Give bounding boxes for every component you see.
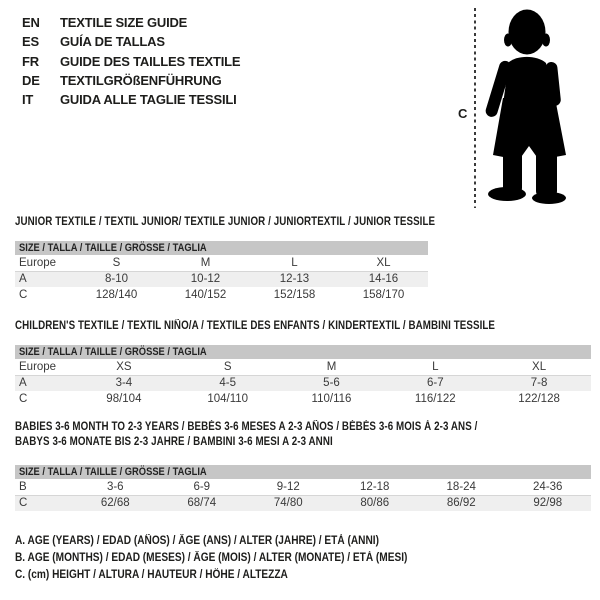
age-cell: 14-16 — [339, 271, 428, 287]
months-cell: 6-9 — [158, 479, 245, 496]
height-cell: 128/140 — [95, 289, 138, 301]
baby-silhouette-icon — [485, 9, 566, 204]
months-cell: 9-12 — [245, 479, 332, 496]
language-row: IT GUIDA ALLE TAGLIE TESSILI — [22, 90, 240, 109]
size-header-band: SIZE / TALLA / TAILLE / GRÖSSE / TAGLIA — [15, 345, 591, 359]
legend: A. AGE (YEARS) / EDAD (AÑOS) / ÂGE (ANS)… — [15, 533, 461, 585]
language-code: EN — [22, 15, 40, 30]
age-cell: 7-8 — [487, 375, 591, 391]
age-cell: 12-13 — [250, 271, 339, 287]
months-cell: 24-36 — [504, 479, 591, 496]
age-row: A 8-10 10-12 12-13 14-16 — [15, 271, 428, 287]
size-cell: XL — [339, 255, 428, 272]
height-cell: 158/170 — [362, 289, 405, 301]
babies-title-line2: BABYS 3-6 MONATE BIS 2-3 JAHRE / BAMBINI… — [15, 436, 333, 448]
size-header-row: SIZE / TALLA / TAILLE / GRÖSSE / TAGLIA — [15, 241, 428, 255]
height-row: C 98/104 104/110 110/116 116/122 122/128 — [15, 391, 591, 407]
language-list: EN TEXTILE SIZE GUIDE ES GUÍA DE TALLAS … — [22, 13, 241, 109]
babies-title-line1: BABIES 3-6 MONTH TO 2-3 YEARS / BEBÉS 3-… — [15, 421, 478, 433]
row-label: C — [19, 393, 28, 405]
row-label: C — [15, 495, 72, 511]
junior-table-title: JUNIOR TEXTILE / TEXTIL JUNIOR/ TEXTILE … — [15, 216, 436, 228]
height-cell: 122/128 — [518, 393, 560, 405]
height-cell: 62/68 — [72, 495, 159, 511]
size-cell: M — [161, 255, 250, 272]
size-header-text: SIZE / TALLA / TAILLE / GRÖSSE / TAGLIA — [19, 466, 207, 478]
size-header-band: SIZE / TALLA / TAILLE / GRÖSSE / TAGLIA — [15, 241, 428, 255]
height-cell: 92/98 — [504, 495, 591, 511]
language-title: GUIDA ALLE TAGLIE TESSILI — [60, 92, 237, 108]
size-header-row: SIZE / TALLA / TAILLE / GRÖSSE / TAGLIA — [15, 465, 591, 479]
row-label: A — [15, 375, 72, 391]
height-cell: 86/92 — [418, 495, 505, 511]
language-title: TEXTILE SIZE GUIDE — [60, 15, 188, 30]
language-code: ES — [22, 34, 39, 50]
height-cell: 110/116 — [311, 393, 352, 405]
babies-textile-section: BABIES 3-6 MONTH TO 2-3 YEARS / BEBÉS 3-… — [15, 420, 591, 511]
size-header-text: SIZE / TALLA / TAILLE / GRÖSSE / TAGLIA — [19, 346, 207, 358]
junior-size-table: SIZE / TALLA / TAILLE / GRÖSSE / TAGLIA … — [15, 241, 428, 303]
height-cell: 152/158 — [273, 289, 316, 301]
row-label: Europe — [15, 255, 72, 272]
age-cell: 5-6 — [279, 375, 384, 391]
size-header-text: SIZE / TALLA / TAILLE / GRÖSSE / TAGLIA — [19, 242, 207, 254]
language-row: EN TEXTILE SIZE GUIDE — [22, 13, 240, 32]
language-code: IT — [22, 92, 34, 108]
legend-line-height: C. (cm) HEIGHT / ALTURA / HAUTEUR / HÖHE… — [15, 569, 288, 582]
height-measure-label: C — [458, 106, 468, 121]
height-cell: 80/86 — [331, 495, 418, 511]
height-row: C 128/140 140/152 152/158 158/170 — [15, 287, 428, 303]
age-cell: 4-5 — [175, 375, 280, 391]
height-cell: 74/80 — [245, 495, 332, 511]
size-cell: L — [250, 255, 339, 272]
language-code: DE — [22, 72, 40, 88]
height-cell: 104/110 — [207, 393, 249, 405]
age-cell: 6-7 — [383, 375, 488, 391]
size-cell: S — [72, 255, 161, 272]
row-label: Europe — [15, 359, 72, 376]
size-header-row: SIZE / TALLA / TAILLE / GRÖSSE / TAGLIA — [15, 345, 591, 359]
europe-row: Europe XS S M L XL — [15, 359, 591, 376]
months-cell: 12-18 — [331, 479, 418, 496]
size-header-band: SIZE / TALLA / TAILLE / GRÖSSE / TAGLIA — [15, 465, 591, 479]
language-title: GUIDE DES TAILLES TEXTILE — [60, 53, 241, 69]
size-cell: L — [383, 359, 488, 376]
months-cell: 3-6 — [72, 479, 159, 496]
junior-textile-section: JUNIOR TEXTILE / TEXTIL JUNIOR/ TEXTILE … — [15, 215, 436, 303]
language-row: FR GUIDE DES TAILLES TEXTILE — [22, 52, 241, 71]
height-cell: 98/104 — [106, 393, 142, 405]
row-label: A — [15, 271, 72, 287]
size-cell: XS — [72, 359, 176, 376]
babies-table-title: BABIES 3-6 MONTH TO 2-3 YEARS / BEBÉS 3-… — [15, 420, 591, 450]
children-textile-section: CHILDREN'S TEXTILE / TEXTIL NIÑO/A / TEX… — [15, 319, 591, 407]
height-dashed-line — [474, 8, 476, 208]
months-row: B 3-6 6-9 9-12 12-18 18-24 24-36 — [15, 479, 591, 496]
europe-row: Europe S M L XL — [15, 255, 428, 272]
language-title: GUÍA DE TALLAS — [60, 34, 165, 50]
row-label: B — [15, 479, 72, 496]
age-cell: 8-10 — [72, 271, 161, 287]
language-row: ES GUÍA DE TALLAS — [22, 32, 240, 51]
children-size-table: SIZE / TALLA / TAILLE / GRÖSSE / TAGLIA … — [15, 345, 591, 407]
size-cell: S — [175, 359, 280, 376]
size-cell: M — [279, 359, 384, 376]
language-code: FR — [22, 53, 39, 69]
legend-line-age-years: A. AGE (YEARS) / EDAD (AÑOS) / ÂGE (ANS)… — [15, 535, 379, 547]
children-table-title: CHILDREN'S TEXTILE / TEXTIL NIÑO/A / TEX… — [15, 320, 496, 332]
language-title: TEXTILGRÖßENFÜHRUNG — [60, 72, 222, 88]
row-label: C — [19, 289, 28, 301]
language-row: DE TEXTILGRÖßENFÜHRUNG — [22, 71, 240, 90]
height-row: C 62/68 68/74 74/80 80/86 86/92 92/98 — [15, 495, 591, 511]
age-cell: 10-12 — [161, 271, 250, 287]
height-cell: 68/74 — [158, 495, 245, 511]
babies-size-table: SIZE / TALLA / TAILLE / GRÖSSE / TAGLIA … — [15, 465, 591, 511]
months-cell: 18-24 — [418, 479, 505, 496]
age-cell: 3-4 — [72, 375, 176, 391]
height-cell: 140/152 — [184, 289, 227, 301]
age-row: A 3-4 4-5 5-6 6-7 7-8 — [15, 375, 591, 391]
size-cell: XL — [487, 359, 591, 376]
legend-line-age-months: B. AGE (MONTHS) / EDAD (MESES) / ÂGE (MO… — [15, 552, 408, 565]
height-cell: 116/122 — [414, 393, 456, 405]
